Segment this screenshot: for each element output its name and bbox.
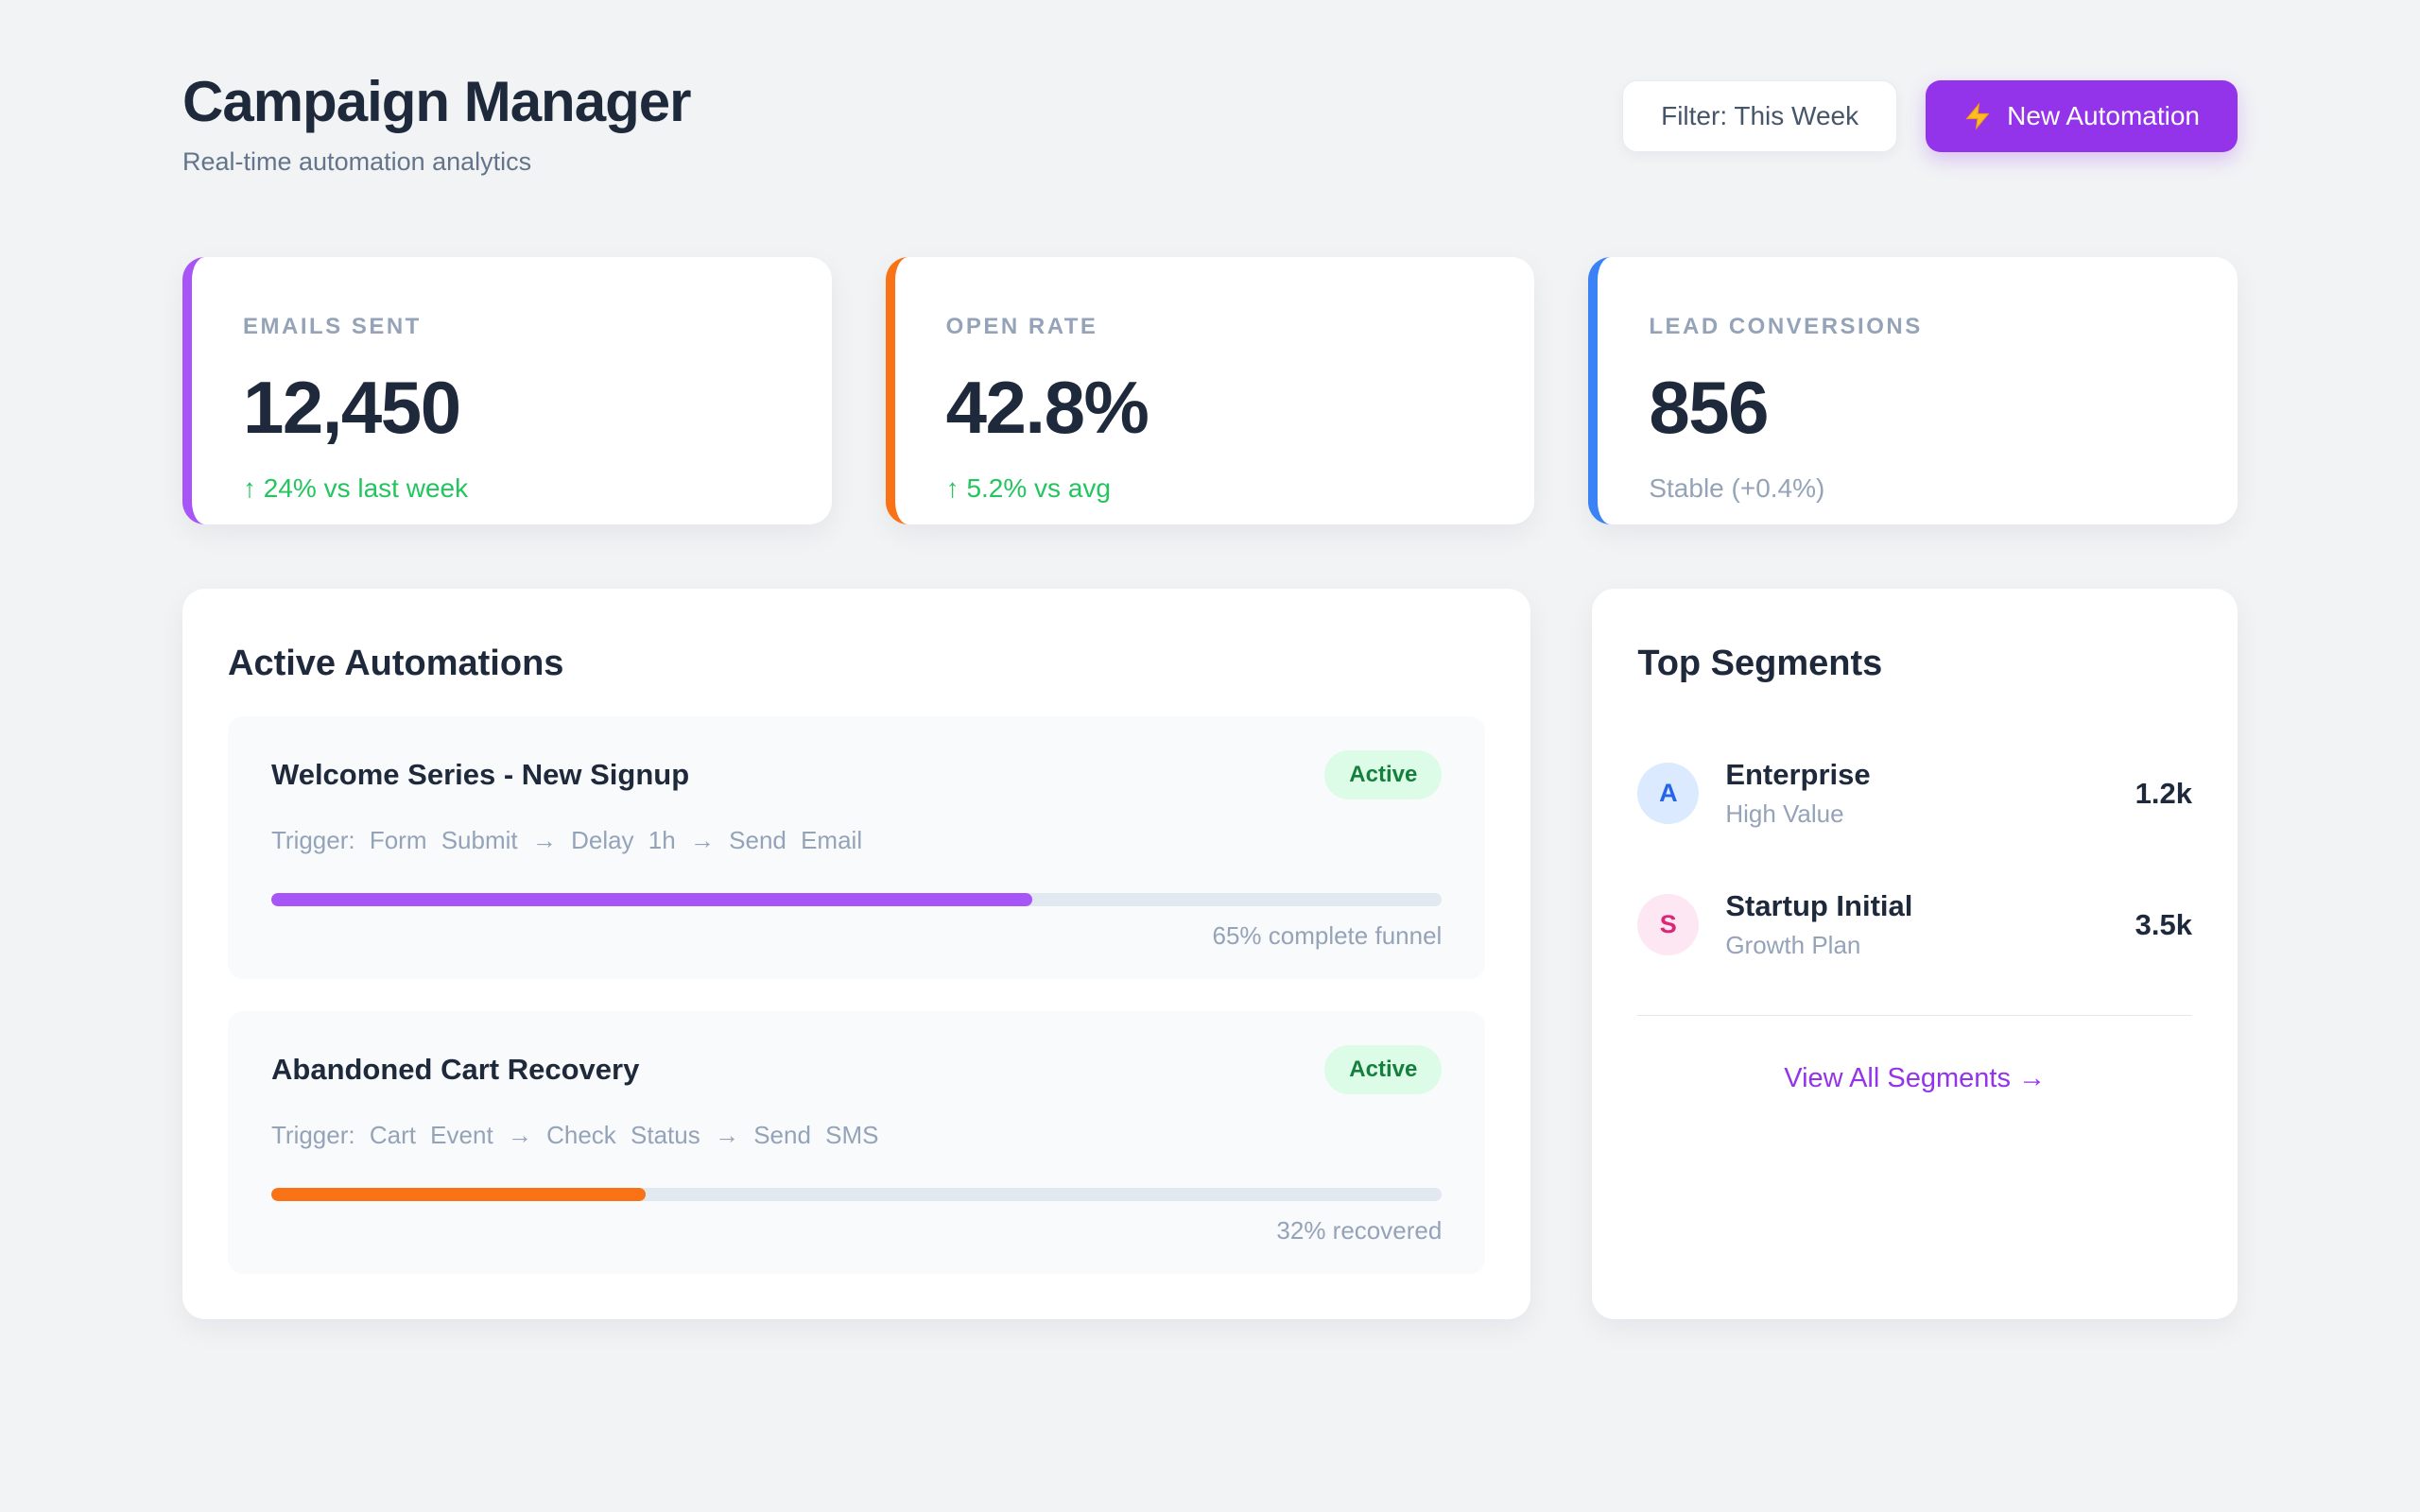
automation-item-welcome-series[interactable]: Welcome Series - New Signup Active Trigg… [228,716,1486,979]
stat-card-emails-sent: EMAILS SENT 12,450 ↑ 24% vs last week [182,257,832,524]
segment-name: Startup Initial [1725,889,1913,922]
automation-name: Abandoned Cart Recovery [271,1053,640,1086]
segment-avatar: A [1637,763,1700,824]
stat-label: EMAILS SENT [243,314,422,339]
automation-trigger-flow: Trigger: Form Submit → Delay 1h → Send E… [271,826,863,854]
main-row: Active Automations Welcome Series - New … [182,589,2238,1319]
new-automation-label: New Automation [2007,101,2200,130]
progress-track [271,893,1443,906]
stat-card-lead-conversions: LEAD CONVERSIONS 856 Stable (+0.4%) [1588,257,2238,524]
lightning-icon [1965,102,1990,130]
stat-value: 856 [1649,366,1769,449]
segment-description: Growth Plan [1725,931,1861,959]
segment-row-startup-initial[interactable]: S Startup Initial Growth Plan 3.5k [1637,889,2192,960]
segment-avatar: S [1637,894,1700,955]
segment-text: Enterprise High Value [1725,758,1870,829]
divider [1637,1015,2192,1016]
stat-value: 12,450 [243,366,461,449]
progress-caption: 65% complete funnel [1212,921,1443,950]
automation-trigger-flow: Trigger: Cart Event → Check Status → Sen… [271,1121,879,1149]
segment-value: 3.5k [2135,907,2192,941]
automation-name: Welcome Series - New Signup [271,758,690,791]
page-subtitle: Real-time automation analytics [182,147,532,176]
stat-delta: ↑ 24% vs last week [243,473,469,503]
status-badge: Active [1324,750,1443,799]
progress-track [271,1188,1443,1201]
filter-button[interactable]: Filter: This Week [1622,80,1898,152]
automation-item-cart-recovery[interactable]: Abandoned Cart Recovery Active Trigger: … [228,1011,1486,1274]
stat-value: 42.8% [945,366,1150,449]
segment-text: Startup Initial Growth Plan [1725,889,1912,960]
progress-fill [271,1188,647,1201]
top-segments-title: Top Segments [1637,644,1883,683]
segment-name: Enterprise [1725,758,1871,791]
stat-delta: ↑ 5.2% vs avg [945,473,1111,503]
header-titles: Campaign Manager Real-time automation an… [182,69,691,177]
stat-label: LEAD CONVERSIONS [1649,314,1923,339]
filter-button-label: Filter: This Week [1661,101,1859,130]
progress-caption: 32% recovered [1276,1216,1443,1245]
automation-item-header: Welcome Series - New Signup Active [271,750,1443,799]
segment-row-enterprise[interactable]: A Enterprise High Value 1.2k [1637,758,2192,829]
header-actions: Filter: This Week New Automation [1622,80,2238,152]
active-automations-panel: Active Automations Welcome Series - New … [182,589,1531,1319]
stats-row: EMAILS SENT 12,450 ↑ 24% vs last week OP… [182,257,2238,524]
dashboard: Campaign Manager Real-time automation an… [182,69,2238,1319]
active-automations-title: Active Automations [228,644,564,683]
status-badge: Active [1324,1045,1443,1094]
page-header: Campaign Manager Real-time automation an… [182,69,2238,177]
top-segments-panel: Top Segments A Enterprise High Value 1.2… [1592,589,2238,1319]
segment-value: 1.2k [2135,776,2192,810]
page-title: Campaign Manager [182,70,691,133]
progress-fill [271,893,1032,906]
stat-delta: Stable (+0.4%) [1649,473,1825,503]
view-all-segments-link[interactable]: View All Segments → [1637,1063,2192,1094]
segment-description: High Value [1725,799,1844,828]
stat-card-open-rate: OPEN RATE 42.8% ↑ 5.2% vs avg [885,257,1535,524]
stat-label: OPEN RATE [945,314,1098,339]
automation-item-header: Abandoned Cart Recovery Active [271,1045,1443,1094]
new-automation-button[interactable]: New Automation [1926,80,2238,152]
